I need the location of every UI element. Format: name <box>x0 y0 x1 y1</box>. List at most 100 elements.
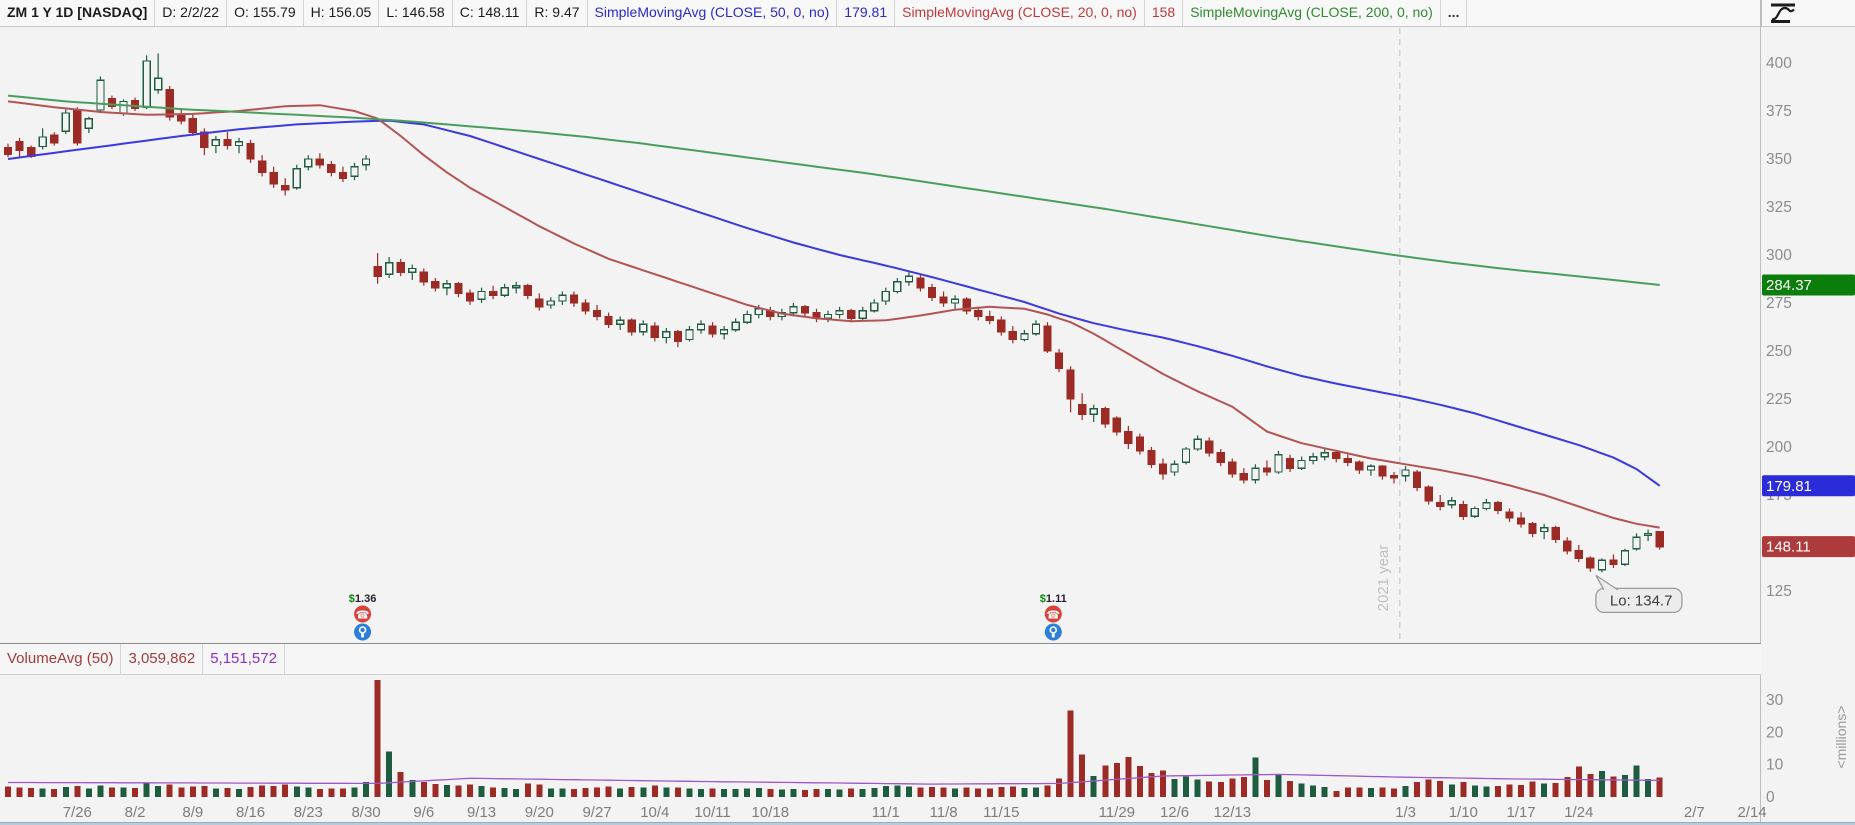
candle-body <box>465 292 475 302</box>
volume-bar <box>1136 765 1143 797</box>
candle-body <box>1643 532 1653 536</box>
date-axis-label: 2/14 <box>1737 804 1766 821</box>
candle-body <box>731 321 740 331</box>
volume-bar <box>108 787 115 797</box>
volume-bar <box>1622 775 1628 797</box>
candle-body <box>662 331 671 339</box>
date-axis-label: 9/13 <box>467 804 496 821</box>
volume-bar <box>1090 776 1097 797</box>
volume-bar <box>1229 778 1236 797</box>
candle-body <box>142 60 151 108</box>
volume-bar <box>1298 783 1305 797</box>
candle-body <box>1193 438 1202 450</box>
date-axis-label: 1/3 <box>1395 804 1416 821</box>
phone-glyph: ☎ <box>1046 610 1060 622</box>
candle-body <box>1332 452 1341 460</box>
volume-bar <box>1402 786 1409 797</box>
candle-body <box>73 109 82 144</box>
price-axis-label: 275 <box>1766 295 1792 312</box>
volume-bar <box>1252 757 1259 797</box>
volume-bar <box>1379 787 1386 797</box>
volume-bar <box>882 786 889 797</box>
candle-body <box>50 134 59 144</box>
candle-body <box>1135 436 1145 452</box>
phone-icon <box>1044 605 1062 623</box>
curve-style-icon <box>1771 3 1795 23</box>
volume-bar <box>1125 756 1132 797</box>
study-sma20-value: 158 <box>1145 0 1184 26</box>
study-sma50-label[interactable]: SimpleMovingAvg (CLOSE, 50, 0, no) <box>588 0 838 26</box>
candle-body <box>223 139 232 147</box>
candle-body <box>1031 323 1041 335</box>
volume-current-value: 3,059,862 <box>121 644 204 674</box>
date-axis-label: 8/23 <box>294 804 323 821</box>
candle-body <box>916 277 925 289</box>
price-axis-label: 375 <box>1766 103 1792 120</box>
candle-body <box>1540 526 1549 533</box>
date-axis-label: 7/26 <box>63 804 92 821</box>
quote-range: R: 9.47 <box>527 0 588 26</box>
candle-body <box>592 310 602 318</box>
price-axis-column[interactable] <box>1760 0 1855 825</box>
candle-body <box>1436 502 1445 508</box>
candle-body <box>904 275 914 283</box>
candle-body <box>1493 502 1503 512</box>
volume-bar <box>1171 778 1178 797</box>
date-axis-label: 1/10 <box>1449 804 1478 821</box>
volume-bar <box>259 785 266 797</box>
lightbulb-icon <box>354 623 372 641</box>
candle-body <box>1054 352 1064 369</box>
candle-body <box>708 325 717 335</box>
volume-axis-label: 20 <box>1766 724 1784 741</box>
low-tooltip-box <box>1595 587 1683 614</box>
volume-bar <box>1552 782 1559 797</box>
candle-body <box>1309 455 1318 462</box>
volume-bar <box>1333 791 1340 797</box>
candle-body <box>107 97 117 107</box>
volume-bar <box>963 787 970 797</box>
volume-bar <box>686 788 693 797</box>
volume-bar <box>1564 776 1571 797</box>
candle-body <box>338 171 348 179</box>
price-axis: 400375350325300275250225200175150125284.… <box>1762 55 1855 806</box>
volume-bar <box>1079 754 1086 797</box>
candle-body <box>315 158 325 166</box>
volume-bar <box>1414 782 1421 797</box>
volume-bar <box>1460 781 1467 797</box>
volume-bar <box>1587 774 1594 797</box>
candle-body <box>1262 467 1272 473</box>
volume-avg-label[interactable]: VolumeAvg (50) <box>0 644 122 674</box>
volume-unit-label: <millions> <box>1833 705 1849 768</box>
chart-style-button[interactable] <box>1761 0 1855 27</box>
candle-body <box>257 160 267 174</box>
volume-header-bar: VolumeAvg (50) 3,059,862 5,151,572 <box>0 643 1761 675</box>
volume-bar <box>490 787 497 797</box>
candle-body <box>535 298 544 308</box>
price-axis-label: 300 <box>1766 247 1792 264</box>
study-sma20-label[interactable]: SimpleMovingAvg (CLOSE, 20, 0, no) <box>895 0 1145 26</box>
candle-body <box>1424 486 1433 502</box>
volume-axis-label: 30 <box>1766 692 1784 709</box>
candle-body <box>1516 517 1526 525</box>
candle-body <box>500 286 509 296</box>
candle-body <box>442 283 452 289</box>
volume-bar <box>952 788 959 797</box>
candle-body <box>1320 452 1329 458</box>
candle-body <box>1389 475 1399 479</box>
price-axis-label: 125 <box>1766 583 1792 600</box>
volume-bar <box>1148 773 1155 797</box>
candle-body <box>38 136 47 148</box>
volume-bar <box>813 788 820 797</box>
volume-bar <box>409 780 416 797</box>
volume-bar <box>143 782 150 797</box>
volume-bar <box>74 786 81 797</box>
more-studies-button[interactable]: ... <box>1441 0 1468 26</box>
candle-body <box>211 139 221 147</box>
study-sma200-label[interactable]: SimpleMovingAvg (CLOSE, 200, 0, no) <box>1183 0 1441 26</box>
volume-bar <box>674 787 681 797</box>
volume-bar <box>1598 771 1605 797</box>
candle-body <box>1632 536 1641 550</box>
date-axis-label: 10/11 <box>694 804 730 821</box>
date-axis-label: 8/2 <box>125 804 146 821</box>
